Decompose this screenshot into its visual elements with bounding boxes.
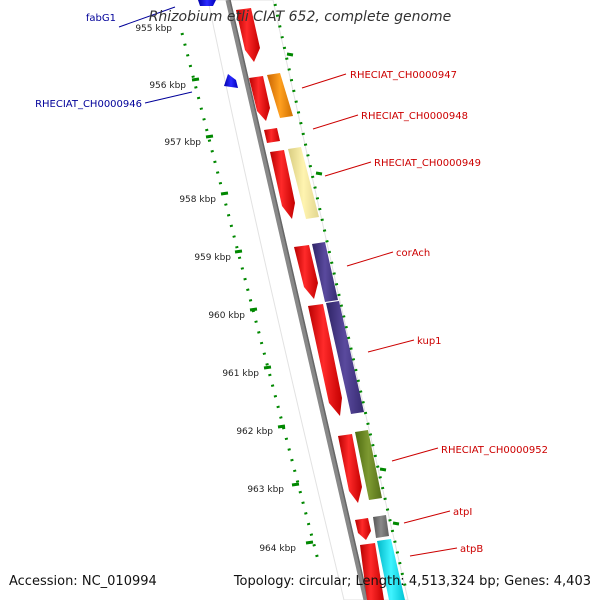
scale-label-957: 957 kbp <box>164 138 201 148</box>
scale-label-963: 963 kbp <box>247 485 284 495</box>
cog-bar-kup1[interactable] <box>326 301 364 414</box>
gene-label-corAch[interactable]: corAch <box>396 248 430 259</box>
outer-ring-ticks <box>286 52 400 526</box>
length-value: 4,513,324 bp <box>408 574 496 589</box>
accession-info: Accession: NC_010994 <box>9 574 157 589</box>
cds-arrow-atpI[interactable] <box>355 518 371 540</box>
genes-value: 4,403 <box>553 574 591 589</box>
map-title: Rhizobium etli CIAT 652, complete genome <box>148 9 452 25</box>
genome-arc-band <box>207 0 409 600</box>
cds-arrow-1[interactable] <box>236 8 260 62</box>
genome-backbone-shadow <box>229 0 369 600</box>
gene-label-fabG1[interactable]: fabG1 <box>86 13 116 24</box>
cds-arrow-atpB[interactable] <box>360 543 384 600</box>
feature-ch946-arrow[interactable] <box>224 74 238 88</box>
accession-value: NC_010994 <box>81 574 157 589</box>
gene-label-ch948[interactable]: RHECIAT_CH0000948 <box>361 111 468 122</box>
gene-label-atpB[interactable]: atpB <box>460 544 483 555</box>
gene-label-kup1[interactable]: kup1 <box>417 336 442 347</box>
cds-arrow-corAch[interactable] <box>294 245 318 299</box>
cds-arrow-kup1[interactable] <box>308 304 342 416</box>
topology-label: Topology: <box>233 574 295 589</box>
cog-bar-corAch[interactable] <box>312 242 338 302</box>
label-leader-lines <box>118 6 458 557</box>
cds-arrow-ch947[interactable] <box>249 76 270 121</box>
cog-bar-ch947[interactable] <box>267 73 293 118</box>
scale-tick-marks <box>191 77 314 545</box>
scale-label-964: 964 kbp <box>259 544 296 554</box>
scale-label-961: 961 kbp <box>222 369 259 379</box>
outer-dotted-ring <box>273 3 408 591</box>
scale-label-956: 956 kbp <box>149 81 186 91</box>
scale-labels: 955 kbp 956 kbp 957 kbp 958 kbp 959 kbp … <box>135 24 296 554</box>
gene-label-ch952[interactable]: RHECIAT_CH0000952 <box>441 445 548 456</box>
feature-fabG1-partial[interactable] <box>198 0 216 6</box>
gene-label-atpI[interactable]: atpI <box>453 507 472 518</box>
gene-label-ch946[interactable]: RHECIAT_CH0000946 <box>35 99 142 110</box>
cds-arrow-ch949[interactable] <box>270 150 295 219</box>
scale-label-962: 962 kbp <box>236 427 273 437</box>
scale-label-960: 960 kbp <box>208 311 245 321</box>
cds-arrow-ch952[interactable] <box>338 434 362 503</box>
genome-summary: Topology: circular; Length: 4,513,324 bp… <box>233 574 591 589</box>
length-label: Length: <box>355 574 405 589</box>
genes-label: Genes: <box>504 574 550 589</box>
accession-label: Accession: <box>9 574 78 589</box>
cog-bar-atpB[interactable] <box>377 539 405 600</box>
scale-label-959: 959 kbp <box>194 253 231 263</box>
gene-label-ch947[interactable]: RHECIAT_CH0000947 <box>350 70 457 81</box>
gene-labels: fabG1 RHECIAT_CH0000946 RHECIAT_CH000094… <box>35 13 548 555</box>
gene-label-ch949[interactable]: RHECIAT_CH0000949 <box>374 158 481 169</box>
scale-label-958: 958 kbp <box>179 195 216 205</box>
cog-bar-ch949[interactable] <box>288 147 319 219</box>
cog-bar-ch952[interactable] <box>355 430 382 500</box>
cog-bar-atpI[interactable] <box>373 515 389 538</box>
scale-label-955: 955 kbp <box>135 24 172 34</box>
genome-backbone <box>225 0 369 600</box>
topology-value: circular <box>298 574 347 589</box>
cds-arrow-ch948[interactable] <box>264 128 280 143</box>
